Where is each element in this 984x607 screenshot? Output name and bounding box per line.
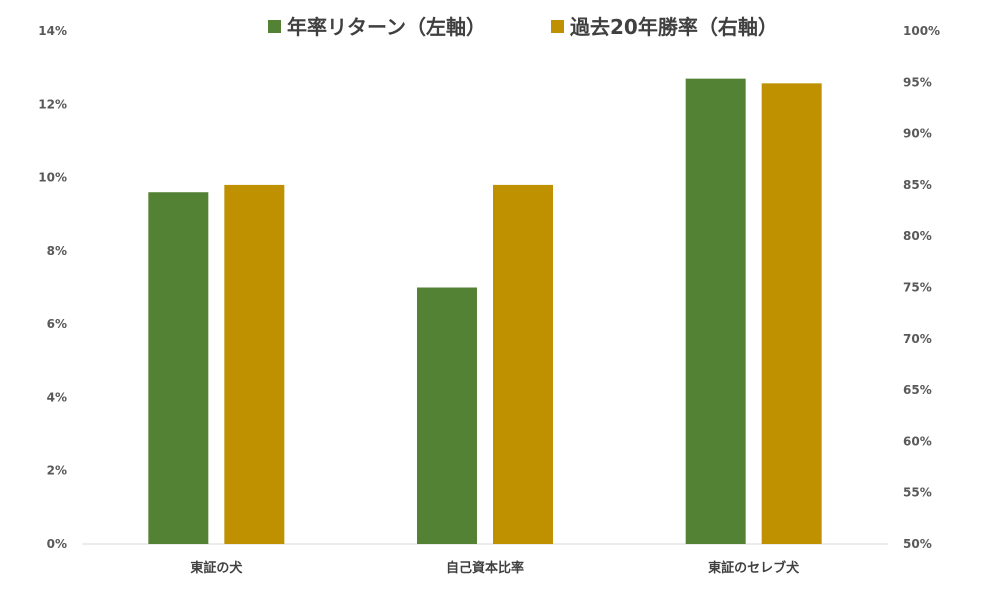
category-label: 自己資本比率 (446, 560, 524, 576)
legend-label: 年率リターン（左軸） (287, 15, 486, 39)
left-tick-label: 8% (47, 244, 67, 258)
left-tick-label: 2% (47, 464, 67, 478)
right-tick-label: 70% (903, 332, 932, 346)
bars (148, 78, 822, 545)
right-tick-label: 95% (903, 75, 932, 89)
legend-swatch (268, 20, 281, 33)
right-tick-label: 65% (903, 383, 932, 397)
left-tick-label: 10% (38, 171, 67, 185)
right-tick-label: 100% (903, 24, 940, 38)
legend: 年率リターン（左軸） 過去20年勝率（右軸） (268, 15, 778, 39)
right-tick-label: 80% (903, 229, 932, 243)
right-tick-label: 75% (903, 281, 932, 295)
left-tick-label: 4% (47, 390, 67, 404)
bar-series-2 (761, 83, 822, 545)
left-axis: 0% 2% 4% 6% 8% 10% 12% 14% (38, 24, 67, 551)
legend-label: 過去20年勝率（右軸） (570, 15, 778, 39)
bar-series-1 (685, 78, 746, 544)
bar-series-1 (417, 287, 477, 544)
right-tick-label: 50% (903, 537, 932, 551)
right-tick-label: 60% (903, 434, 932, 448)
category-axis: 東証の犬 自己資本比率 東証のセレブ犬 (190, 560, 800, 576)
category-label: 東証の犬 (190, 560, 243, 576)
right-tick-label: 85% (903, 178, 932, 192)
left-tick-label: 12% (38, 97, 67, 111)
left-tick-label: 14% (38, 24, 67, 38)
legend-item: 年率リターン（左軸） (268, 15, 486, 39)
right-tick-label: 90% (903, 127, 932, 141)
left-tick-label: 6% (47, 317, 67, 331)
right-tick-label: 55% (903, 486, 932, 500)
legend-swatch (551, 20, 564, 33)
bar-series-2 (224, 184, 285, 544)
bar-series-2 (493, 184, 553, 544)
category-label: 東証のセレブ犬 (708, 560, 800, 576)
right-axis: 50% 55% 60% 65% 70% 75% 80% 85% 90% 95% 100% (903, 24, 940, 551)
bar-series-1 (148, 192, 209, 544)
legend-item: 過去20年勝率（右軸） (551, 15, 778, 39)
left-tick-label: 0% (47, 537, 67, 551)
